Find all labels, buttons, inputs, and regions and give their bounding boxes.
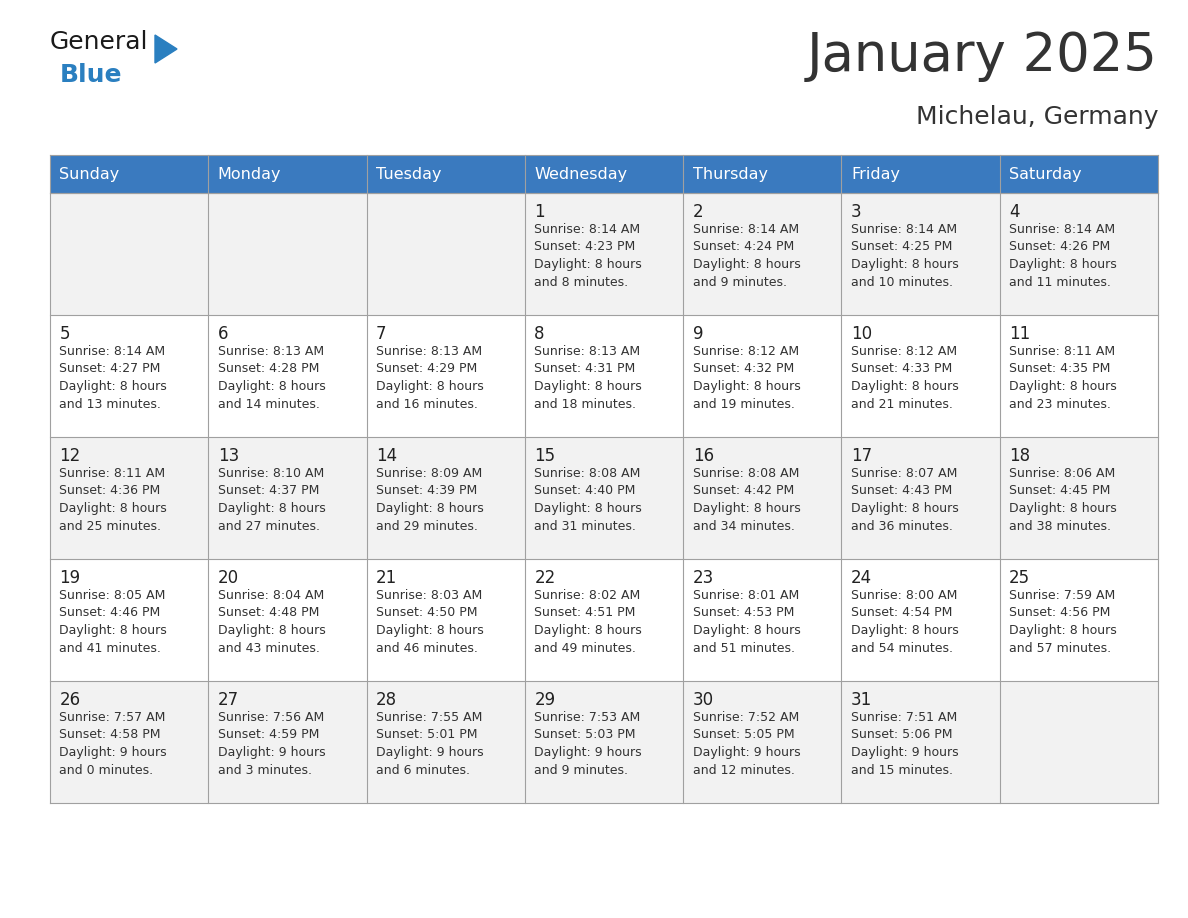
Bar <box>841 155 1000 193</box>
Text: 27: 27 <box>217 691 239 709</box>
Text: 18: 18 <box>1010 447 1030 465</box>
Text: Tuesday: Tuesday <box>377 166 442 182</box>
Text: 30: 30 <box>693 691 714 709</box>
Text: 21: 21 <box>377 569 397 587</box>
Bar <box>50 315 1158 437</box>
Text: Sunrise: 8:09 AM
Sunset: 4:39 PM
Daylight: 8 hours
and 29 minutes.: Sunrise: 8:09 AM Sunset: 4:39 PM Dayligh… <box>377 467 484 532</box>
Text: 13: 13 <box>217 447 239 465</box>
Text: 17: 17 <box>851 447 872 465</box>
Text: Sunrise: 8:05 AM
Sunset: 4:46 PM
Daylight: 8 hours
and 41 minutes.: Sunrise: 8:05 AM Sunset: 4:46 PM Dayligh… <box>59 589 168 655</box>
Text: General: General <box>50 30 148 54</box>
Text: 28: 28 <box>377 691 397 709</box>
Text: Sunrise: 8:12 AM
Sunset: 4:32 PM
Daylight: 8 hours
and 19 minutes.: Sunrise: 8:12 AM Sunset: 4:32 PM Dayligh… <box>693 345 801 410</box>
Text: Wednesday: Wednesday <box>535 166 627 182</box>
Text: 22: 22 <box>535 569 556 587</box>
Text: Thursday: Thursday <box>693 166 767 182</box>
Text: 7: 7 <box>377 325 386 343</box>
Text: Sunrise: 8:14 AM
Sunset: 4:26 PM
Daylight: 8 hours
and 11 minutes.: Sunrise: 8:14 AM Sunset: 4:26 PM Dayligh… <box>1010 223 1117 288</box>
Text: Monday: Monday <box>217 166 282 182</box>
Bar <box>683 155 841 193</box>
Text: Sunrise: 8:13 AM
Sunset: 4:31 PM
Daylight: 8 hours
and 18 minutes.: Sunrise: 8:13 AM Sunset: 4:31 PM Dayligh… <box>535 345 642 410</box>
Text: Friday: Friday <box>851 166 901 182</box>
Text: 31: 31 <box>851 691 872 709</box>
Text: 4: 4 <box>1010 203 1019 221</box>
Text: Sunrise: 8:04 AM
Sunset: 4:48 PM
Daylight: 8 hours
and 43 minutes.: Sunrise: 8:04 AM Sunset: 4:48 PM Dayligh… <box>217 589 326 655</box>
Text: 12: 12 <box>59 447 81 465</box>
Text: Sunrise: 7:59 AM
Sunset: 4:56 PM
Daylight: 8 hours
and 57 minutes.: Sunrise: 7:59 AM Sunset: 4:56 PM Dayligh… <box>1010 589 1117 655</box>
Text: Sunrise: 8:02 AM
Sunset: 4:51 PM
Daylight: 8 hours
and 49 minutes.: Sunrise: 8:02 AM Sunset: 4:51 PM Dayligh… <box>535 589 642 655</box>
Bar <box>50 437 1158 559</box>
Text: 15: 15 <box>535 447 556 465</box>
Text: Sunrise: 8:00 AM
Sunset: 4:54 PM
Daylight: 8 hours
and 54 minutes.: Sunrise: 8:00 AM Sunset: 4:54 PM Dayligh… <box>851 589 959 655</box>
Text: Sunrise: 8:10 AM
Sunset: 4:37 PM
Daylight: 8 hours
and 27 minutes.: Sunrise: 8:10 AM Sunset: 4:37 PM Dayligh… <box>217 467 326 532</box>
Bar <box>208 155 367 193</box>
Text: Blue: Blue <box>61 63 122 87</box>
Text: Sunday: Sunday <box>59 166 120 182</box>
Text: 1: 1 <box>535 203 545 221</box>
Text: Sunrise: 8:08 AM
Sunset: 4:42 PM
Daylight: 8 hours
and 34 minutes.: Sunrise: 8:08 AM Sunset: 4:42 PM Dayligh… <box>693 467 801 532</box>
Text: Sunrise: 8:11 AM
Sunset: 4:36 PM
Daylight: 8 hours
and 25 minutes.: Sunrise: 8:11 AM Sunset: 4:36 PM Dayligh… <box>59 467 168 532</box>
Text: Sunrise: 7:51 AM
Sunset: 5:06 PM
Daylight: 9 hours
and 15 minutes.: Sunrise: 7:51 AM Sunset: 5:06 PM Dayligh… <box>851 711 959 777</box>
Text: Sunrise: 8:03 AM
Sunset: 4:50 PM
Daylight: 8 hours
and 46 minutes.: Sunrise: 8:03 AM Sunset: 4:50 PM Dayligh… <box>377 589 484 655</box>
Text: Sunrise: 7:57 AM
Sunset: 4:58 PM
Daylight: 9 hours
and 0 minutes.: Sunrise: 7:57 AM Sunset: 4:58 PM Dayligh… <box>59 711 168 777</box>
Text: 16: 16 <box>693 447 714 465</box>
Text: Sunrise: 8:13 AM
Sunset: 4:29 PM
Daylight: 8 hours
and 16 minutes.: Sunrise: 8:13 AM Sunset: 4:29 PM Dayligh… <box>377 345 484 410</box>
Text: Sunrise: 8:01 AM
Sunset: 4:53 PM
Daylight: 8 hours
and 51 minutes.: Sunrise: 8:01 AM Sunset: 4:53 PM Dayligh… <box>693 589 801 655</box>
Bar <box>367 155 525 193</box>
Bar <box>50 155 208 193</box>
Bar <box>525 155 683 193</box>
Text: Sunrise: 7:56 AM
Sunset: 4:59 PM
Daylight: 9 hours
and 3 minutes.: Sunrise: 7:56 AM Sunset: 4:59 PM Dayligh… <box>217 711 326 777</box>
Bar <box>50 193 1158 315</box>
Text: 29: 29 <box>535 691 556 709</box>
Text: 26: 26 <box>59 691 81 709</box>
Text: Sunrise: 8:13 AM
Sunset: 4:28 PM
Daylight: 8 hours
and 14 minutes.: Sunrise: 8:13 AM Sunset: 4:28 PM Dayligh… <box>217 345 326 410</box>
Text: 14: 14 <box>377 447 397 465</box>
Bar <box>50 559 1158 681</box>
Text: 6: 6 <box>217 325 228 343</box>
Text: Sunrise: 8:08 AM
Sunset: 4:40 PM
Daylight: 8 hours
and 31 minutes.: Sunrise: 8:08 AM Sunset: 4:40 PM Dayligh… <box>535 467 642 532</box>
Text: Sunrise: 8:14 AM
Sunset: 4:24 PM
Daylight: 8 hours
and 9 minutes.: Sunrise: 8:14 AM Sunset: 4:24 PM Dayligh… <box>693 223 801 288</box>
Bar <box>1000 155 1158 193</box>
Text: 9: 9 <box>693 325 703 343</box>
Text: 24: 24 <box>851 569 872 587</box>
Text: Sunrise: 8:14 AM
Sunset: 4:27 PM
Daylight: 8 hours
and 13 minutes.: Sunrise: 8:14 AM Sunset: 4:27 PM Dayligh… <box>59 345 168 410</box>
Text: 3: 3 <box>851 203 861 221</box>
Text: 20: 20 <box>217 569 239 587</box>
Text: 25: 25 <box>1010 569 1030 587</box>
Text: Sunrise: 8:14 AM
Sunset: 4:23 PM
Daylight: 8 hours
and 8 minutes.: Sunrise: 8:14 AM Sunset: 4:23 PM Dayligh… <box>535 223 642 288</box>
Text: Michelau, Germany: Michelau, Germany <box>916 105 1158 129</box>
Text: 10: 10 <box>851 325 872 343</box>
Text: Sunrise: 8:12 AM
Sunset: 4:33 PM
Daylight: 8 hours
and 21 minutes.: Sunrise: 8:12 AM Sunset: 4:33 PM Dayligh… <box>851 345 959 410</box>
Text: 5: 5 <box>59 325 70 343</box>
Text: 23: 23 <box>693 569 714 587</box>
Bar <box>50 681 1158 803</box>
Text: 8: 8 <box>535 325 545 343</box>
Text: 2: 2 <box>693 203 703 221</box>
Text: Sunrise: 7:52 AM
Sunset: 5:05 PM
Daylight: 9 hours
and 12 minutes.: Sunrise: 7:52 AM Sunset: 5:05 PM Dayligh… <box>693 711 801 777</box>
Text: Sunrise: 8:06 AM
Sunset: 4:45 PM
Daylight: 8 hours
and 38 minutes.: Sunrise: 8:06 AM Sunset: 4:45 PM Dayligh… <box>1010 467 1117 532</box>
Text: Sunrise: 8:14 AM
Sunset: 4:25 PM
Daylight: 8 hours
and 10 minutes.: Sunrise: 8:14 AM Sunset: 4:25 PM Dayligh… <box>851 223 959 288</box>
Text: Sunrise: 7:55 AM
Sunset: 5:01 PM
Daylight: 9 hours
and 6 minutes.: Sunrise: 7:55 AM Sunset: 5:01 PM Dayligh… <box>377 711 484 777</box>
Text: 11: 11 <box>1010 325 1030 343</box>
Text: Sunrise: 8:11 AM
Sunset: 4:35 PM
Daylight: 8 hours
and 23 minutes.: Sunrise: 8:11 AM Sunset: 4:35 PM Dayligh… <box>1010 345 1117 410</box>
Polygon shape <box>154 35 177 63</box>
Text: Sunrise: 8:07 AM
Sunset: 4:43 PM
Daylight: 8 hours
and 36 minutes.: Sunrise: 8:07 AM Sunset: 4:43 PM Dayligh… <box>851 467 959 532</box>
Text: January 2025: January 2025 <box>807 30 1158 82</box>
Text: Sunrise: 7:53 AM
Sunset: 5:03 PM
Daylight: 9 hours
and 9 minutes.: Sunrise: 7:53 AM Sunset: 5:03 PM Dayligh… <box>535 711 642 777</box>
Text: Saturday: Saturday <box>1010 166 1082 182</box>
Text: 19: 19 <box>59 569 81 587</box>
